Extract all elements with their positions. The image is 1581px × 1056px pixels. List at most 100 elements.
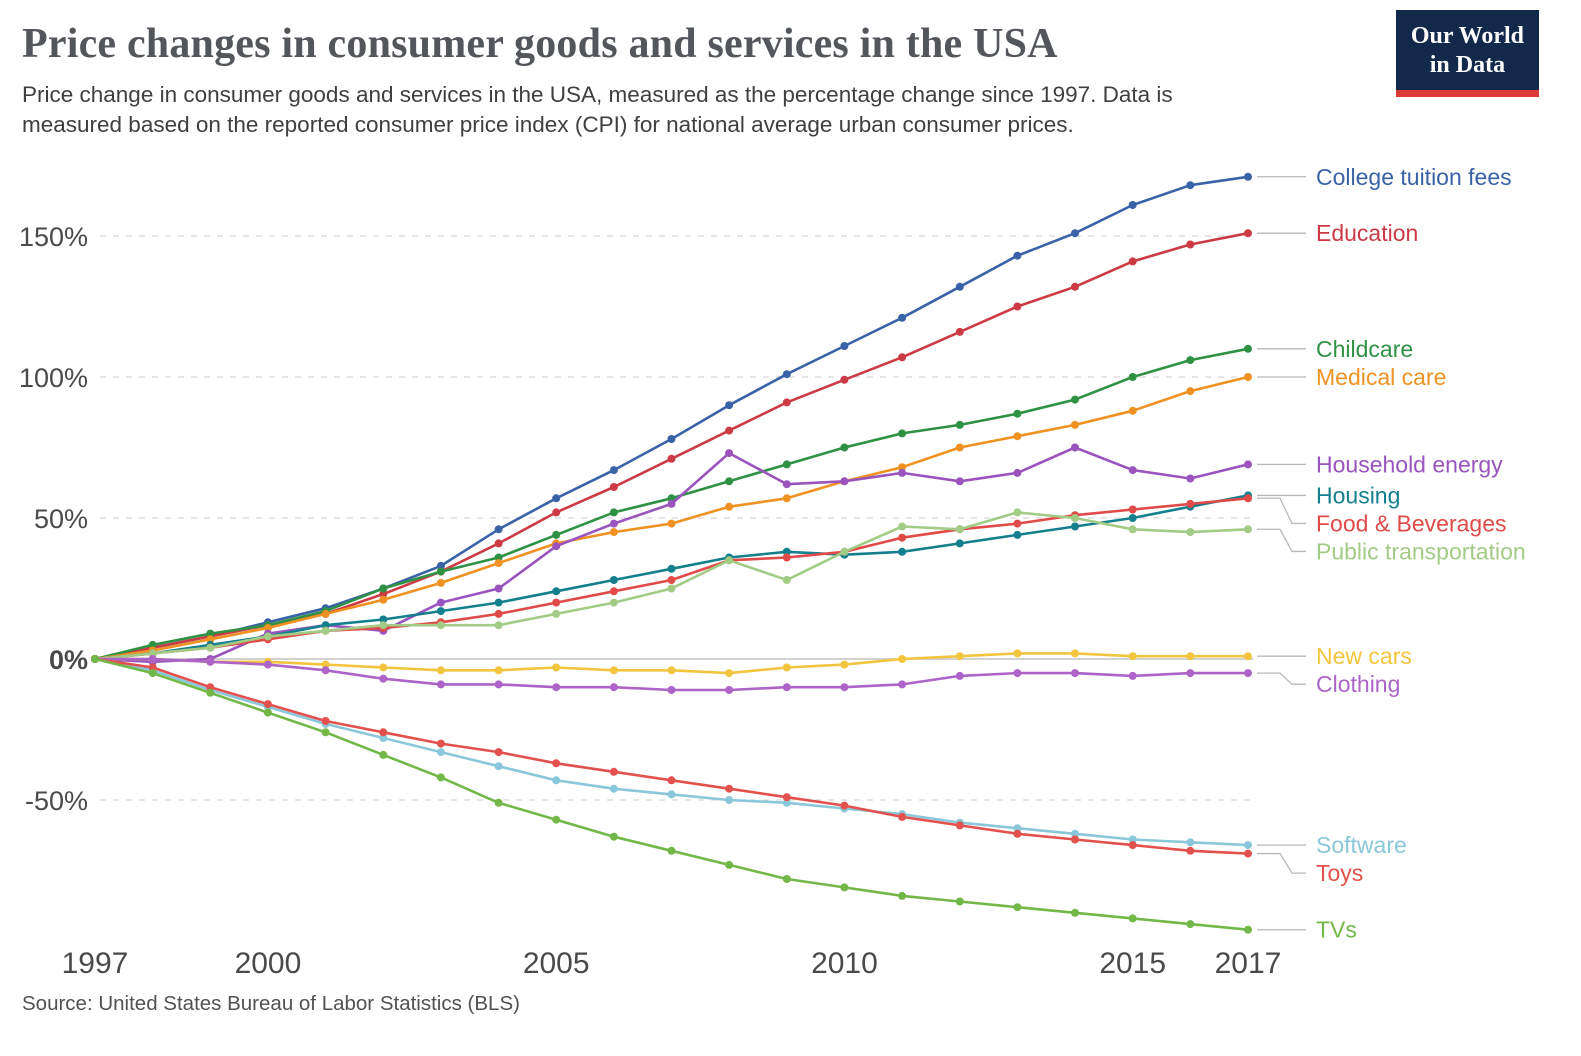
data-point-marker[interactable]: [1244, 373, 1252, 381]
data-point-marker[interactable]: [1013, 468, 1022, 477]
data-point-marker[interactable]: [494, 748, 503, 757]
data-point-marker[interactable]: [898, 533, 907, 542]
data-point-marker[interactable]: [552, 815, 561, 824]
data-point-marker[interactable]: [840, 883, 849, 892]
data-point-marker[interactable]: [206, 657, 215, 666]
data-point-marker[interactable]: [379, 590, 388, 599]
data-point-marker[interactable]: [494, 798, 503, 807]
data-point-marker[interactable]: [436, 567, 445, 576]
data-point-marker[interactable]: [667, 776, 676, 785]
data-point-marker[interactable]: [494, 666, 503, 675]
data-point-marker[interactable]: [436, 748, 445, 757]
data-point-marker[interactable]: [1128, 406, 1137, 415]
data-point-marker[interactable]: [725, 477, 734, 486]
data-point-marker[interactable]: [782, 663, 791, 672]
data-point-marker[interactable]: [840, 443, 849, 452]
data-point-marker[interactable]: [667, 564, 676, 573]
data-point-marker[interactable]: [148, 663, 157, 672]
data-point-marker[interactable]: [1013, 530, 1022, 539]
data-point-marker[interactable]: [1128, 841, 1137, 850]
data-point-marker[interactable]: [725, 502, 734, 511]
data-point-marker[interactable]: [1013, 409, 1022, 418]
data-point-marker[interactable]: [263, 700, 272, 709]
data-point-marker[interactable]: [1013, 302, 1022, 311]
series-label-clothing[interactable]: Clothing: [1316, 671, 1400, 697]
data-point-marker[interactable]: [955, 897, 964, 906]
data-point-marker[interactable]: [609, 767, 618, 776]
data-point-marker[interactable]: [782, 547, 791, 556]
data-point-marker[interactable]: [898, 463, 907, 472]
data-point-marker[interactable]: [898, 429, 907, 438]
data-point-marker[interactable]: [494, 762, 503, 771]
data-point-marker[interactable]: [379, 584, 388, 593]
data-point-marker[interactable]: [955, 539, 964, 548]
data-point-marker[interactable]: [609, 483, 618, 491]
data-point-marker[interactable]: [552, 683, 561, 692]
data-point-marker[interactable]: [1186, 838, 1195, 847]
data-point-marker[interactable]: [206, 688, 215, 697]
data-point-marker[interactable]: [782, 683, 791, 692]
data-point-marker[interactable]: [552, 530, 561, 539]
data-point-marker[interactable]: [436, 680, 445, 689]
data-point-marker[interactable]: [494, 539, 503, 548]
data-point-marker[interactable]: [609, 519, 618, 528]
data-point-marker[interactable]: [1128, 914, 1137, 923]
data-point-marker[interactable]: [782, 875, 791, 883]
data-point-marker[interactable]: [552, 542, 561, 551]
data-point-marker[interactable]: [436, 773, 445, 782]
data-point-marker[interactable]: [379, 674, 388, 683]
data-point-marker[interactable]: [494, 680, 503, 689]
data-point-marker[interactable]: [552, 609, 561, 618]
data-point-marker[interactable]: [263, 660, 272, 669]
data-point-marker[interactable]: [1186, 474, 1195, 483]
data-point-marker[interactable]: [1071, 835, 1079, 844]
data-point-marker[interactable]: [321, 660, 330, 669]
data-point-marker[interactable]: [667, 666, 676, 675]
data-point-marker[interactable]: [552, 776, 561, 785]
data-point-marker[interactable]: [667, 519, 676, 528]
data-point-marker[interactable]: [898, 313, 907, 322]
data-point-marker[interactable]: [436, 666, 445, 675]
data-point-marker[interactable]: [552, 598, 561, 607]
data-point-marker[interactable]: [552, 663, 561, 672]
data-point-marker[interactable]: [898, 547, 907, 556]
data-point-marker[interactable]: [206, 629, 215, 638]
data-point-marker[interactable]: [667, 686, 676, 694]
data-point-marker[interactable]: [494, 598, 503, 607]
data-point-marker[interactable]: [667, 499, 676, 508]
data-point-marker[interactable]: [379, 621, 388, 630]
data-point-marker[interactable]: [206, 683, 215, 692]
data-point-marker[interactable]: [1013, 829, 1022, 838]
data-point-marker[interactable]: [898, 812, 907, 821]
data-point-marker[interactable]: [206, 643, 215, 652]
data-point-marker[interactable]: [782, 398, 791, 407]
data-point-marker[interactable]: [955, 327, 964, 336]
data-point-marker[interactable]: [782, 460, 791, 469]
data-point-marker[interactable]: [1013, 432, 1022, 441]
data-point-marker[interactable]: [1071, 908, 1079, 917]
data-point-marker[interactable]: [955, 652, 964, 661]
data-point-marker[interactable]: [1244, 925, 1252, 934]
data-point-marker[interactable]: [436, 621, 445, 630]
data-point-marker[interactable]: [725, 449, 734, 458]
data-point-marker[interactable]: [609, 683, 618, 692]
data-point-marker[interactable]: [840, 342, 849, 350]
data-point-marker[interactable]: [494, 525, 503, 534]
owid-logo[interactable]: Our World in Data: [1395, 10, 1539, 97]
data-point-marker[interactable]: [609, 466, 618, 475]
data-point-marker[interactable]: [955, 525, 964, 534]
data-point-marker[interactable]: [725, 784, 734, 793]
data-point-marker[interactable]: [321, 609, 330, 618]
data-point-marker[interactable]: [955, 477, 964, 486]
data-point-marker[interactable]: [494, 609, 503, 618]
data-point-marker[interactable]: [667, 576, 676, 584]
data-point-marker[interactable]: [436, 607, 445, 616]
data-point-marker[interactable]: [321, 717, 330, 725]
data-point-marker[interactable]: [1071, 649, 1079, 658]
data-point-marker[interactable]: [782, 553, 791, 562]
data-point-marker[interactable]: [1013, 649, 1022, 658]
data-point-marker[interactable]: [1013, 669, 1022, 678]
data-point-marker[interactable]: [782, 370, 791, 379]
data-point-marker[interactable]: [840, 547, 849, 556]
series-label-new-cars[interactable]: New cars: [1316, 643, 1412, 669]
